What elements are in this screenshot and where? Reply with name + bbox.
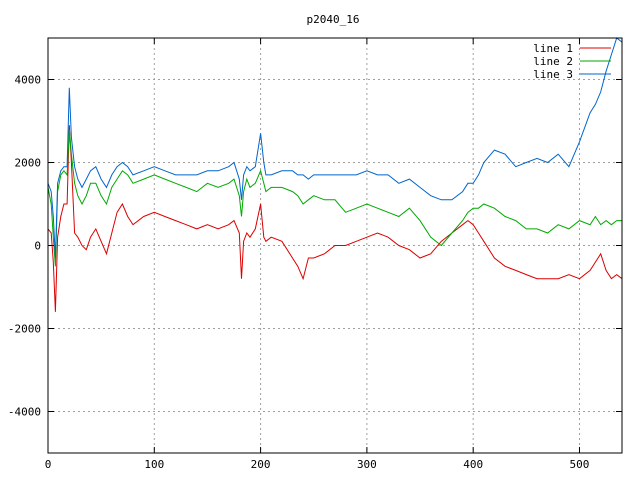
x-tick-label: 200	[251, 458, 271, 471]
legend-label: line 2	[533, 55, 573, 68]
y-tick-label: 0	[34, 240, 41, 253]
series-line-1	[47, 125, 623, 312]
y-tick-label: -4000	[8, 406, 41, 419]
legend-label: line 1	[533, 42, 573, 55]
grid-lines	[48, 38, 622, 453]
axis-ticks: 0 100 200 300 400 500 -4000 -2000 0 2000 4000	[8, 38, 622, 471]
series-layer	[47, 37, 623, 312]
x-tick-label: 100	[144, 458, 164, 471]
legend-label: line 3	[533, 68, 573, 81]
y-tick-label: 4000	[15, 74, 42, 87]
chart-title: p2040_16	[307, 13, 360, 26]
x-tick-label: 0	[45, 458, 52, 471]
y-tick-label: 2000	[15, 157, 42, 170]
y-tick-label: -2000	[8, 323, 41, 336]
x-tick-label: 500	[570, 458, 590, 471]
x-tick-label: 400	[463, 458, 483, 471]
series-line-3	[47, 37, 623, 259]
x-tick-label: 300	[357, 458, 377, 471]
series-line-2	[47, 129, 622, 267]
